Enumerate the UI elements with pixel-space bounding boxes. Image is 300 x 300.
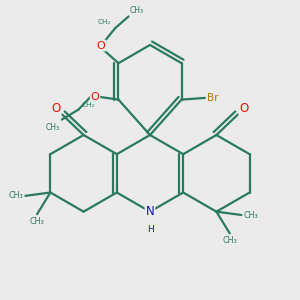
Text: CH₃: CH₃ (30, 217, 44, 226)
Text: CH₃: CH₃ (222, 236, 237, 245)
Text: CH₃: CH₃ (130, 6, 144, 15)
Text: Br: Br (208, 93, 219, 103)
Text: O: O (97, 40, 106, 50)
Text: H: H (147, 226, 153, 235)
Text: O: O (239, 103, 249, 116)
Text: CH₃: CH₃ (243, 211, 258, 220)
Text: CH₂: CH₂ (81, 102, 94, 108)
Text: O: O (91, 92, 100, 102)
Text: CH₃: CH₃ (9, 191, 24, 200)
Text: CH₂: CH₂ (98, 19, 111, 25)
Text: O: O (51, 103, 61, 116)
Text: N: N (146, 205, 154, 218)
Text: CH₃: CH₃ (46, 123, 60, 132)
